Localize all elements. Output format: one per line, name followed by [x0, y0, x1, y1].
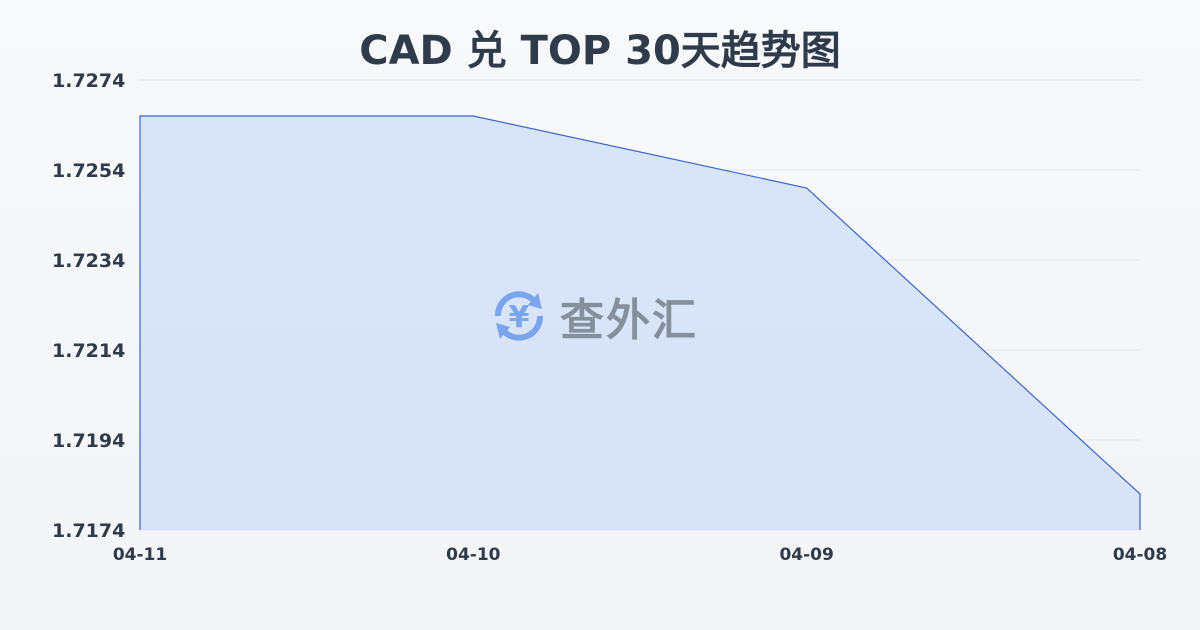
- watermark: ¥ 查外汇: [488, 284, 698, 348]
- series-line: [139, 115, 1141, 530]
- watermark-text: 查外汇: [560, 295, 698, 346]
- x-tick-label: 04-08: [1113, 545, 1167, 565]
- y-tick-label: 1.7194: [52, 430, 125, 452]
- x-tick-label: 04-09: [779, 545, 833, 565]
- y-tick-label: 1.7234: [52, 250, 125, 272]
- y-tick-label: 1.7254: [52, 160, 125, 182]
- svg-text:¥: ¥: [509, 300, 530, 335]
- yen-exchange-icon: ¥: [494, 291, 544, 341]
- area-fill: [140, 116, 1140, 530]
- chart-title: CAD 兑 TOP 30天趋势图: [359, 28, 841, 74]
- y-tick-label: 1.7174: [52, 520, 125, 542]
- x-tick-label: 04-10: [446, 545, 501, 565]
- x-tick-label: 04-11: [113, 545, 167, 565]
- y-tick-label: 1.7214: [52, 340, 125, 362]
- y-tick-label: 1.7274: [52, 70, 125, 92]
